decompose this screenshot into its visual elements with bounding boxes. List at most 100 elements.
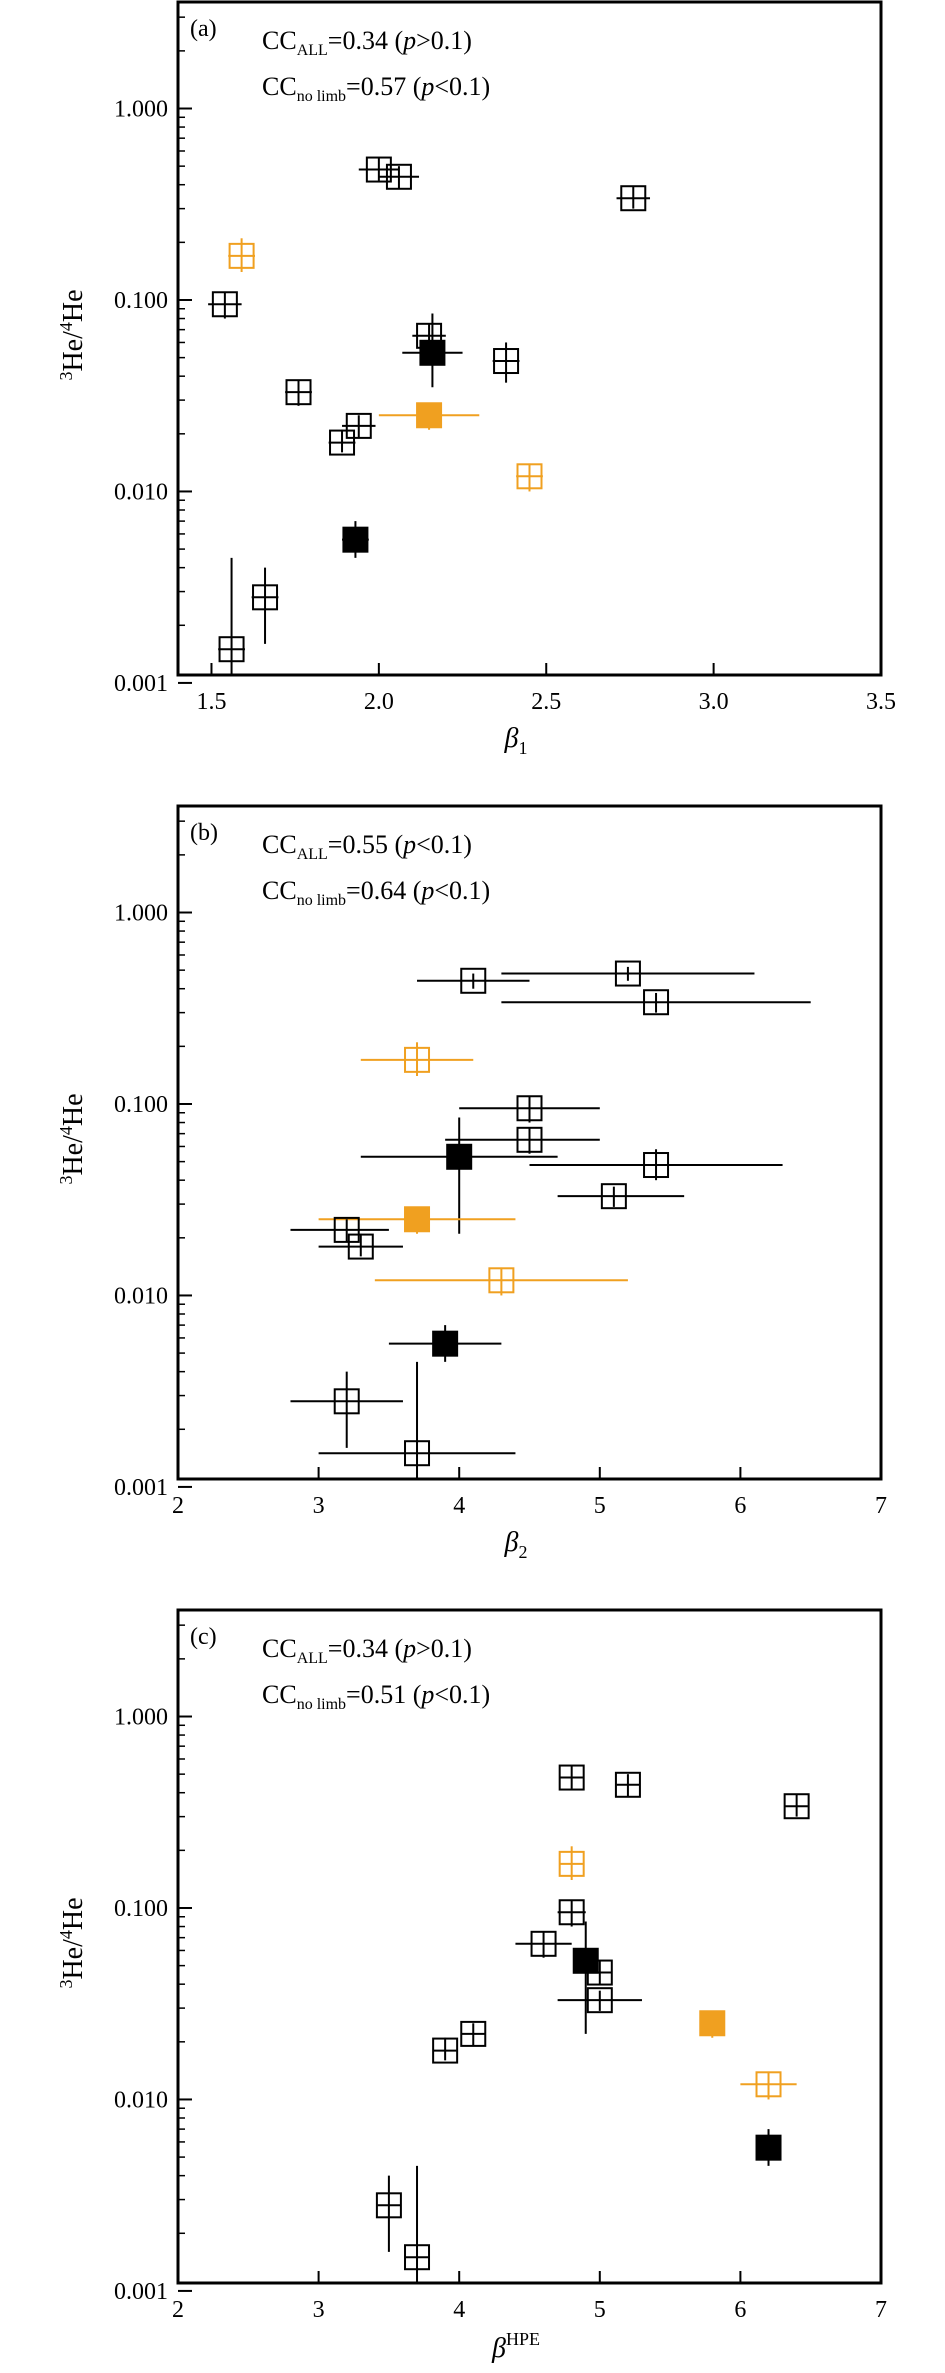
panel-a-data-point-open — [385, 163, 412, 190]
panel-c-data-point-open — [783, 1793, 810, 1820]
panel-c-x-tick-label: 4 — [453, 2297, 465, 2323]
panel-b-x-tick-label: 5 — [594, 1493, 606, 1519]
panel-a-cc-all-value: =0.34 ( — [328, 26, 403, 55]
panel-b-data-point-open — [333, 1388, 360, 1415]
panel-a-cc-nolimb-p-rel: <0.1) — [434, 72, 490, 101]
panel-b-axes: 2 3 4 5 6 7 0.001 0.010 0.100 1.000 — [114, 820, 887, 1519]
panel-b-data-point-open — [614, 960, 641, 987]
panel-a-x-tick-label: 3.5 — [866, 689, 896, 715]
panel-c-data-point-open — [375, 2192, 402, 2219]
panel-a-axes: 1.5 2.0 2.5 3.0 3.5 0.001 0.010 0.100 1.000 — [114, 16, 896, 715]
panel-b-y-tick-label: 0.100 — [114, 1092, 168, 1118]
panel-a-cc-nolimb-sub: no limb — [297, 88, 346, 105]
panel-c-frame — [176, 1608, 883, 2285]
panel-b-x-tick-label: 4 — [453, 1493, 465, 1519]
panel-a-x-axis-label: β1 — [504, 723, 528, 758]
panel-b-cc-nolimb-p: p — [419, 876, 434, 905]
panel-c-y-tick-label: 0.001 — [114, 2279, 168, 2305]
panel-c-axes: 2 3 4 5 6 7 0.001 0.010 0.100 1.000 — [114, 1624, 887, 2323]
panel-a-x-tick-label: 2.0 — [364, 689, 394, 715]
panel-c-x-tick-label: 7 — [875, 2297, 887, 2323]
panel-a-y-tick-label: 0.100 — [114, 288, 168, 314]
panel-a-label: (a) — [190, 16, 217, 42]
panel-b-label: (b) — [190, 820, 218, 846]
panel-c-data-point-filled — [572, 1947, 599, 1974]
panel-b-data-point-open — [516, 1095, 543, 1122]
panel-a-data-point-open — [345, 412, 372, 439]
panel-a-y-tick-label: 1.000 — [114, 97, 168, 123]
panel-b-frame — [176, 804, 883, 1481]
panel-a-data-point-open — [285, 379, 312, 406]
panel-c-data-point-open — [755, 2071, 782, 2098]
panel-a-data-point-open — [211, 291, 238, 318]
panel-c-data-point-open — [558, 1850, 585, 1877]
panel-b-data-point-open — [347, 1233, 374, 1260]
panel-c-cc-nolimb-p-rel: <0.1) — [434, 1680, 490, 1709]
panel-b-data-point-open — [516, 1126, 543, 1153]
panel-b-x-tick-label: 2 — [172, 1493, 184, 1519]
panel-b-cc-nolimb: CCno limb=0.64 (p<0.1) — [262, 876, 490, 909]
panel-b-y-tick-label: 0.010 — [114, 1283, 168, 1309]
panel-a-x-tick-label: 3.0 — [699, 689, 729, 715]
panel-b-cc-all-value: =0.55 ( — [328, 830, 403, 859]
panel-b-y-tick-label: 0.001 — [114, 1475, 168, 1501]
panel-b-data-point-filled — [432, 1330, 459, 1357]
panel-b-data-point-open — [333, 1216, 360, 1243]
panel-c-cc-all-p: p — [401, 1634, 416, 1663]
panel-a-data-point-open — [228, 242, 255, 269]
panel-b-data-point-filled — [404, 1206, 431, 1233]
panel-b-data-point-open — [488, 1267, 515, 1294]
panel-b-x-axis-symbol: β — [504, 1527, 519, 1558]
panel-c-cc-all-sub: ALL — [297, 1650, 328, 1667]
panel-c-x-tick-label: 5 — [594, 2297, 606, 2323]
panel-a-data-point-filled — [416, 402, 443, 429]
panel-c-y-tick-label: 0.010 — [114, 2087, 168, 2113]
panel-c-x-tick-label: 2 — [172, 2297, 184, 2323]
panel-a-data-point-open — [516, 463, 543, 490]
panel-c-x-axis-symbol: β — [491, 2333, 506, 2364]
panel-c-data-point-open — [586, 1959, 613, 1986]
panel-a-cc-nolimb-value: =0.57 ( — [346, 72, 421, 101]
panel-a-data-point-open — [493, 348, 520, 375]
panel-c-cc-all: CCALL=0.34 (p>0.1) — [262, 1634, 472, 1667]
panel-b-cc-nolimb-sub: no limb — [297, 892, 346, 909]
panel-c-data-point-open — [460, 2020, 487, 2047]
panel-b-data-point-open — [643, 1152, 670, 1179]
panel-a-cc-nolimb-p: p — [419, 72, 434, 101]
panel-c-cc-nolimb-sub: no limb — [297, 1696, 346, 1713]
panel-c-cc-all-value: =0.34 ( — [328, 1634, 403, 1663]
panel-c-x-tick-label: 3 — [313, 2297, 325, 2323]
panel-b-x-tick-label: 3 — [313, 1493, 325, 1519]
panel-a-data-point-open — [365, 156, 392, 183]
panel-c-marks — [375, 1764, 810, 2283]
panel-c-data-point-open — [614, 1771, 641, 1798]
panel-c-data-point-open — [530, 1930, 557, 1957]
panel-b-data-point-open — [600, 1183, 627, 1210]
panel-a-x-axis-subscript: 1 — [518, 738, 527, 758]
panel-c-cc-nolimb-p: p — [419, 1680, 434, 1709]
panel-a-data-point-open — [620, 185, 647, 212]
panel-b-x-axis-subscript: 2 — [518, 1542, 527, 1562]
panel-a-cc-all-p: p — [401, 26, 416, 55]
panel-b-x-tick-label: 7 — [875, 1493, 887, 1519]
panel-a-data-point-open — [252, 584, 279, 611]
panel-a-x-tick-label: 1.5 — [196, 689, 226, 715]
panel-c-cc-nolimb-value: =0.51 ( — [346, 1680, 421, 1709]
panel-b-cc-nolimb-p-rel: <0.1) — [434, 876, 490, 905]
panel-c-data-point-filled — [699, 2010, 726, 2037]
panel-b-y-axis-label: 3He/4He — [56, 1093, 89, 1184]
panel-a-y-tick-label: 0.010 — [114, 479, 168, 505]
panel-b-data-point-open — [460, 967, 487, 994]
panel-c-data-point-filled — [755, 2134, 782, 2161]
panel-c-data-point-open — [432, 2037, 459, 2064]
panel-c-cc-all-p-rel: >0.1) — [416, 1634, 472, 1663]
panel-c-data-point-open — [558, 1764, 585, 1791]
panel-a-y-tick-label: 0.001 — [114, 671, 168, 697]
panel-c-cc-nolimb: CCno limb=0.51 (p<0.1) — [262, 1680, 490, 1713]
panel-c: (c) CCALL=0.34 (p>0.1) CCno limb=0.51 (p… — [56, 1608, 887, 2364]
panel-a-frame — [176, 0, 883, 677]
panel-a-data-point-filled — [419, 339, 446, 366]
panel-a-cc-all-p-rel: >0.1) — [416, 26, 472, 55]
panel-a-y-axis-label: 3He/4He — [56, 289, 89, 380]
